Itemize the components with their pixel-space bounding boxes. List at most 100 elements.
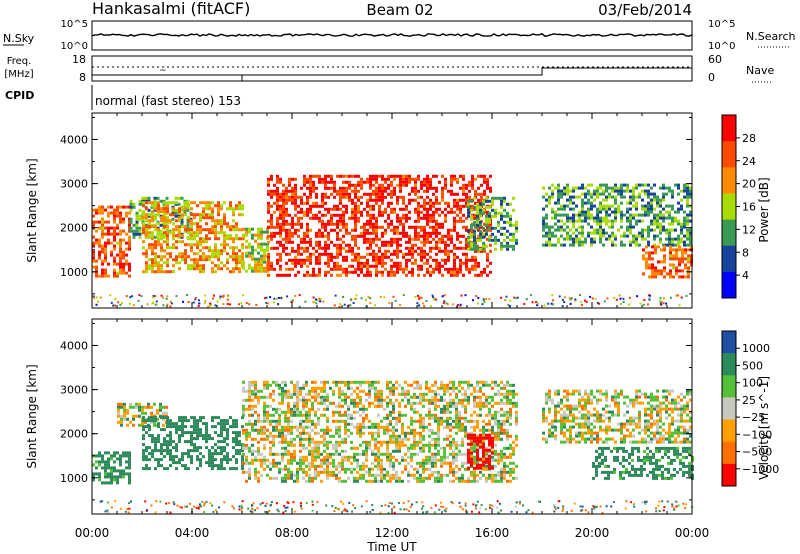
- velocity-echo-cell: [275, 425, 278, 429]
- velocity-echo-cell: [190, 461, 193, 465]
- power-echo-cell: [184, 213, 187, 217]
- power-echo-cell: [681, 254, 684, 258]
- power-echo-cell: [187, 243, 190, 247]
- velocity-echo-cell: [181, 419, 184, 423]
- velocity-echo-cell: [269, 419, 272, 423]
- power-echo-cell: [267, 273, 270, 277]
- power-ground-scatter-cell: [216, 300, 219, 303]
- power-echo-cell: [542, 234, 545, 238]
- velocity-echo-cell: [374, 389, 377, 393]
- power-echo-cell: [462, 177, 465, 181]
- velocity-echo-cell: [132, 405, 135, 409]
- power-echo-cell: [345, 222, 348, 226]
- velocity-echo-cell: [175, 467, 178, 471]
- power-echo-cell: [614, 198, 617, 202]
- power-echo-cell: [282, 237, 285, 241]
- velocity-echo-cell: [392, 455, 395, 459]
- power-echo-cell: [647, 231, 650, 235]
- power-ground-scatter-cell: [298, 294, 301, 297]
- velocity-echo-cell: [142, 437, 145, 441]
- velocity-echo-cell: [235, 419, 238, 423]
- power-echo-cell: [104, 220, 107, 224]
- power-echo-cell: [542, 219, 545, 223]
- velocity-echo-cell: [353, 389, 356, 393]
- power-echo-cell: [471, 264, 474, 268]
- velocity-echo-cell: [150, 411, 153, 415]
- power-echo-cell: [402, 195, 405, 199]
- power-echo-cell: [297, 222, 300, 226]
- power-ground-scatter-cell: [619, 297, 622, 300]
- velocity-echo-cell: [132, 417, 135, 421]
- power-echo-cell: [453, 198, 456, 202]
- power-echo-cell: [548, 201, 551, 205]
- power-echo-cell: [116, 208, 119, 212]
- power-echo-cell: [354, 189, 357, 193]
- power-echo-cell: [486, 183, 489, 187]
- velocity-echo-cell: [392, 392, 395, 396]
- power-echo-cell: [417, 219, 420, 223]
- velocity-echo-cell: [272, 407, 275, 411]
- power-echo-cell: [450, 249, 453, 253]
- velocity-echo-cell: [199, 464, 202, 468]
- power-echo-cell: [339, 246, 342, 250]
- power-echo-cell: [662, 183, 665, 187]
- power-echo-cell: [387, 183, 390, 187]
- power-ground-scatter-cell: [248, 303, 251, 306]
- power-echo-cell: [260, 227, 263, 231]
- freq-trace-segment-1: [92, 74, 243, 82]
- power-echo-cell: [590, 195, 593, 199]
- power-echo-cell: [687, 275, 690, 279]
- power-echo-cell: [503, 214, 506, 218]
- power-echo-cell: [545, 204, 548, 208]
- velocity-echo-cell: [107, 451, 110, 455]
- power-echo-cell: [235, 234, 238, 238]
- power-echo-cell: [354, 225, 357, 229]
- velocity-echo-cell: [308, 476, 311, 480]
- velocity-echo-cell: [344, 383, 347, 387]
- power-ground-scatter-cell: [119, 303, 122, 306]
- power-echo-cell: [190, 201, 193, 205]
- power-ground-scatter-cell: [442, 302, 445, 305]
- velocity-echo-cell: [142, 434, 145, 438]
- power-echo-cell: [172, 213, 175, 217]
- power-echo-cell: [217, 237, 220, 241]
- power-echo-cell: [596, 210, 599, 214]
- velocity-echo-cell: [314, 422, 317, 426]
- power-echo-cell: [263, 248, 266, 252]
- power-echo-cell: [132, 202, 136, 206]
- power-echo-cell: [339, 207, 342, 211]
- velocity-echo-cell: [257, 413, 260, 417]
- power-echo-cell: [444, 186, 447, 190]
- power-echo-cell: [154, 258, 157, 262]
- velocity-echo-cell: [151, 434, 154, 438]
- power-echo-cell: [360, 180, 363, 184]
- power-echo-cell: [414, 210, 417, 214]
- power-echo-cell: [235, 228, 238, 232]
- velocity-echo-cell: [193, 419, 196, 423]
- power-echo-cell: [668, 186, 671, 190]
- velocity-echo-cell: [302, 425, 305, 429]
- velocity-echo-cell: [128, 454, 131, 458]
- power-echo-cell: [414, 186, 417, 190]
- power-ground-scatter-cell: [432, 296, 435, 299]
- velocity-echo-cell: [281, 431, 284, 435]
- power-echo-cell: [260, 236, 263, 240]
- power-ground-scatter-cell: [198, 302, 201, 305]
- velocity-echo-cell: [380, 389, 383, 393]
- velocity-echo-cell: [377, 461, 380, 465]
- power-ground-scatter-cell: [355, 294, 358, 297]
- power-echo-cell: [444, 240, 447, 244]
- power-echo-cell: [420, 240, 423, 244]
- power-echo-cell: [267, 255, 270, 259]
- velocity-echo-cell: [359, 398, 362, 402]
- power-echo-cell: [154, 261, 157, 265]
- power-echo-cell: [473, 232, 476, 236]
- velocity-echo-cell: [299, 398, 302, 402]
- power-echo-cell: [581, 240, 584, 244]
- power-echo-cell: [327, 255, 330, 259]
- velocity-echo-cell: [132, 414, 135, 418]
- power-echo-cell: [435, 219, 438, 223]
- velocity-echo-cell: [181, 458, 184, 462]
- velocity-echo-cell: [123, 417, 126, 421]
- power-echo-cell: [327, 234, 330, 238]
